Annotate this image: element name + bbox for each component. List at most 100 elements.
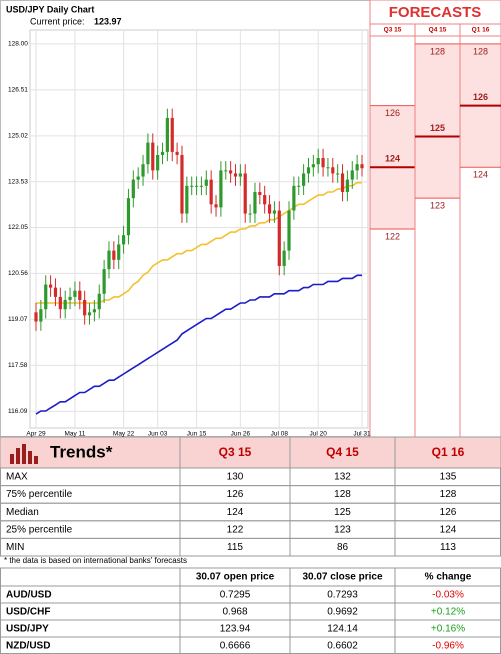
candle-body xyxy=(263,195,267,205)
candle-body xyxy=(287,210,291,251)
x-tick-label: Jul 31 xyxy=(353,431,371,438)
x-tick-label: May 22 xyxy=(113,431,135,438)
candle-body xyxy=(39,309,43,322)
x-tick-label: Jun 15 xyxy=(187,431,207,438)
forecast-label: 126 xyxy=(473,92,488,102)
candle-body xyxy=(194,185,199,187)
candle-body xyxy=(243,173,247,214)
trends-title: Trends* xyxy=(50,442,113,461)
candle-body xyxy=(267,204,272,214)
candle-body xyxy=(253,191,257,214)
candle-body xyxy=(336,173,340,175)
table-row xyxy=(0,485,501,504)
table-cell: 115 xyxy=(227,542,243,553)
candle-body xyxy=(229,170,233,174)
table-row xyxy=(0,520,501,539)
x-tick-label: Jun 26 xyxy=(231,431,251,438)
table-cell: 126 xyxy=(227,489,244,500)
current-price: 123.97 xyxy=(94,16,122,26)
y-tick-label: 119.07 xyxy=(8,316,28,323)
table-cell: 0.6602 xyxy=(327,641,358,652)
column-header: Q4 15 xyxy=(326,445,359,459)
table-row xyxy=(0,467,501,487)
table-cell: 0.968 xyxy=(222,607,247,618)
candle-body xyxy=(345,179,350,192)
candle-body xyxy=(321,158,325,168)
forecast-label: 128 xyxy=(473,46,488,56)
table-cell: 125 xyxy=(334,507,351,518)
candle-body xyxy=(141,164,145,177)
candle-body xyxy=(83,299,87,316)
chart-subtitle: Current price: xyxy=(30,16,85,26)
candle-body xyxy=(53,287,58,297)
candle-body xyxy=(156,154,160,171)
candle-body xyxy=(121,235,126,245)
candle-body xyxy=(102,269,106,294)
icon-bar xyxy=(16,448,20,464)
candle-body xyxy=(209,179,213,205)
x-tick-label: Jul 08 xyxy=(271,431,289,438)
candle-body xyxy=(355,164,359,171)
column-header: 30.07 open price xyxy=(196,572,275,583)
table-cell: 0.7293 xyxy=(327,590,358,601)
y-tick-label: 116.09 xyxy=(8,408,28,415)
table-cell: 113 xyxy=(440,542,456,553)
trends-icon xyxy=(10,444,38,464)
candle-body xyxy=(297,185,301,187)
icon-bar xyxy=(34,456,38,464)
x-tick-label: Jul 20 xyxy=(310,431,328,438)
icon-bar xyxy=(22,444,26,464)
row-label: USD/JPY xyxy=(6,624,49,635)
candle-body xyxy=(248,213,252,215)
candle-body xyxy=(126,198,131,236)
forecast-title: FORECASTS xyxy=(389,4,482,21)
table-cell: 132 xyxy=(334,472,351,483)
table-cell: 135 xyxy=(440,472,457,483)
candle-body xyxy=(112,250,116,260)
candle-body xyxy=(214,204,218,208)
table-row xyxy=(0,502,501,522)
icon-bar xyxy=(10,454,14,464)
y-tick-label: 125.02 xyxy=(8,133,28,140)
candle-body xyxy=(316,158,320,165)
table-cell: 0.7295 xyxy=(220,590,251,601)
candle-body xyxy=(331,167,335,174)
table-cell: 0.6666 xyxy=(220,641,251,652)
icon-bar xyxy=(28,451,32,464)
candle-body xyxy=(107,250,111,270)
forecast-label: 124 xyxy=(473,170,488,180)
candle-body xyxy=(97,293,101,310)
table-cell: 128 xyxy=(440,489,457,500)
row-label: MAX xyxy=(6,472,28,483)
x-tick-label: Jun 03 xyxy=(148,431,168,438)
column-header: Q1 16 xyxy=(432,445,465,459)
candle-body xyxy=(199,185,204,187)
plot-area xyxy=(29,29,369,429)
candle-body xyxy=(233,173,238,177)
table-cell: 124 xyxy=(440,524,457,535)
candle-body xyxy=(340,173,345,192)
forecast-label: 128 xyxy=(430,46,445,56)
column-header: Q3 15 xyxy=(219,445,252,459)
candle-body xyxy=(63,299,67,310)
candle-body xyxy=(272,210,277,214)
row-label: Median xyxy=(6,507,39,518)
forecast-label: 124 xyxy=(385,154,400,164)
table-cell: -0.03% xyxy=(432,590,464,601)
table-cell: -0.96% xyxy=(432,641,464,652)
candle-body xyxy=(258,191,262,196)
candle-body xyxy=(44,284,48,310)
table-cell: 122 xyxy=(227,524,244,535)
candle-body xyxy=(180,154,184,214)
table-row xyxy=(0,537,501,557)
row-label: 75% percentile xyxy=(6,489,73,500)
candle-body xyxy=(238,173,242,177)
x-tick-label: Apr 29 xyxy=(26,431,46,438)
candle-body xyxy=(204,179,208,186)
row-label: USD/CHF xyxy=(6,607,50,618)
candle-body xyxy=(282,250,286,267)
candle-body xyxy=(92,309,96,313)
table-cell: +0.16% xyxy=(431,624,465,635)
forecast-label: 126 xyxy=(385,108,400,118)
candle-body xyxy=(170,117,174,152)
